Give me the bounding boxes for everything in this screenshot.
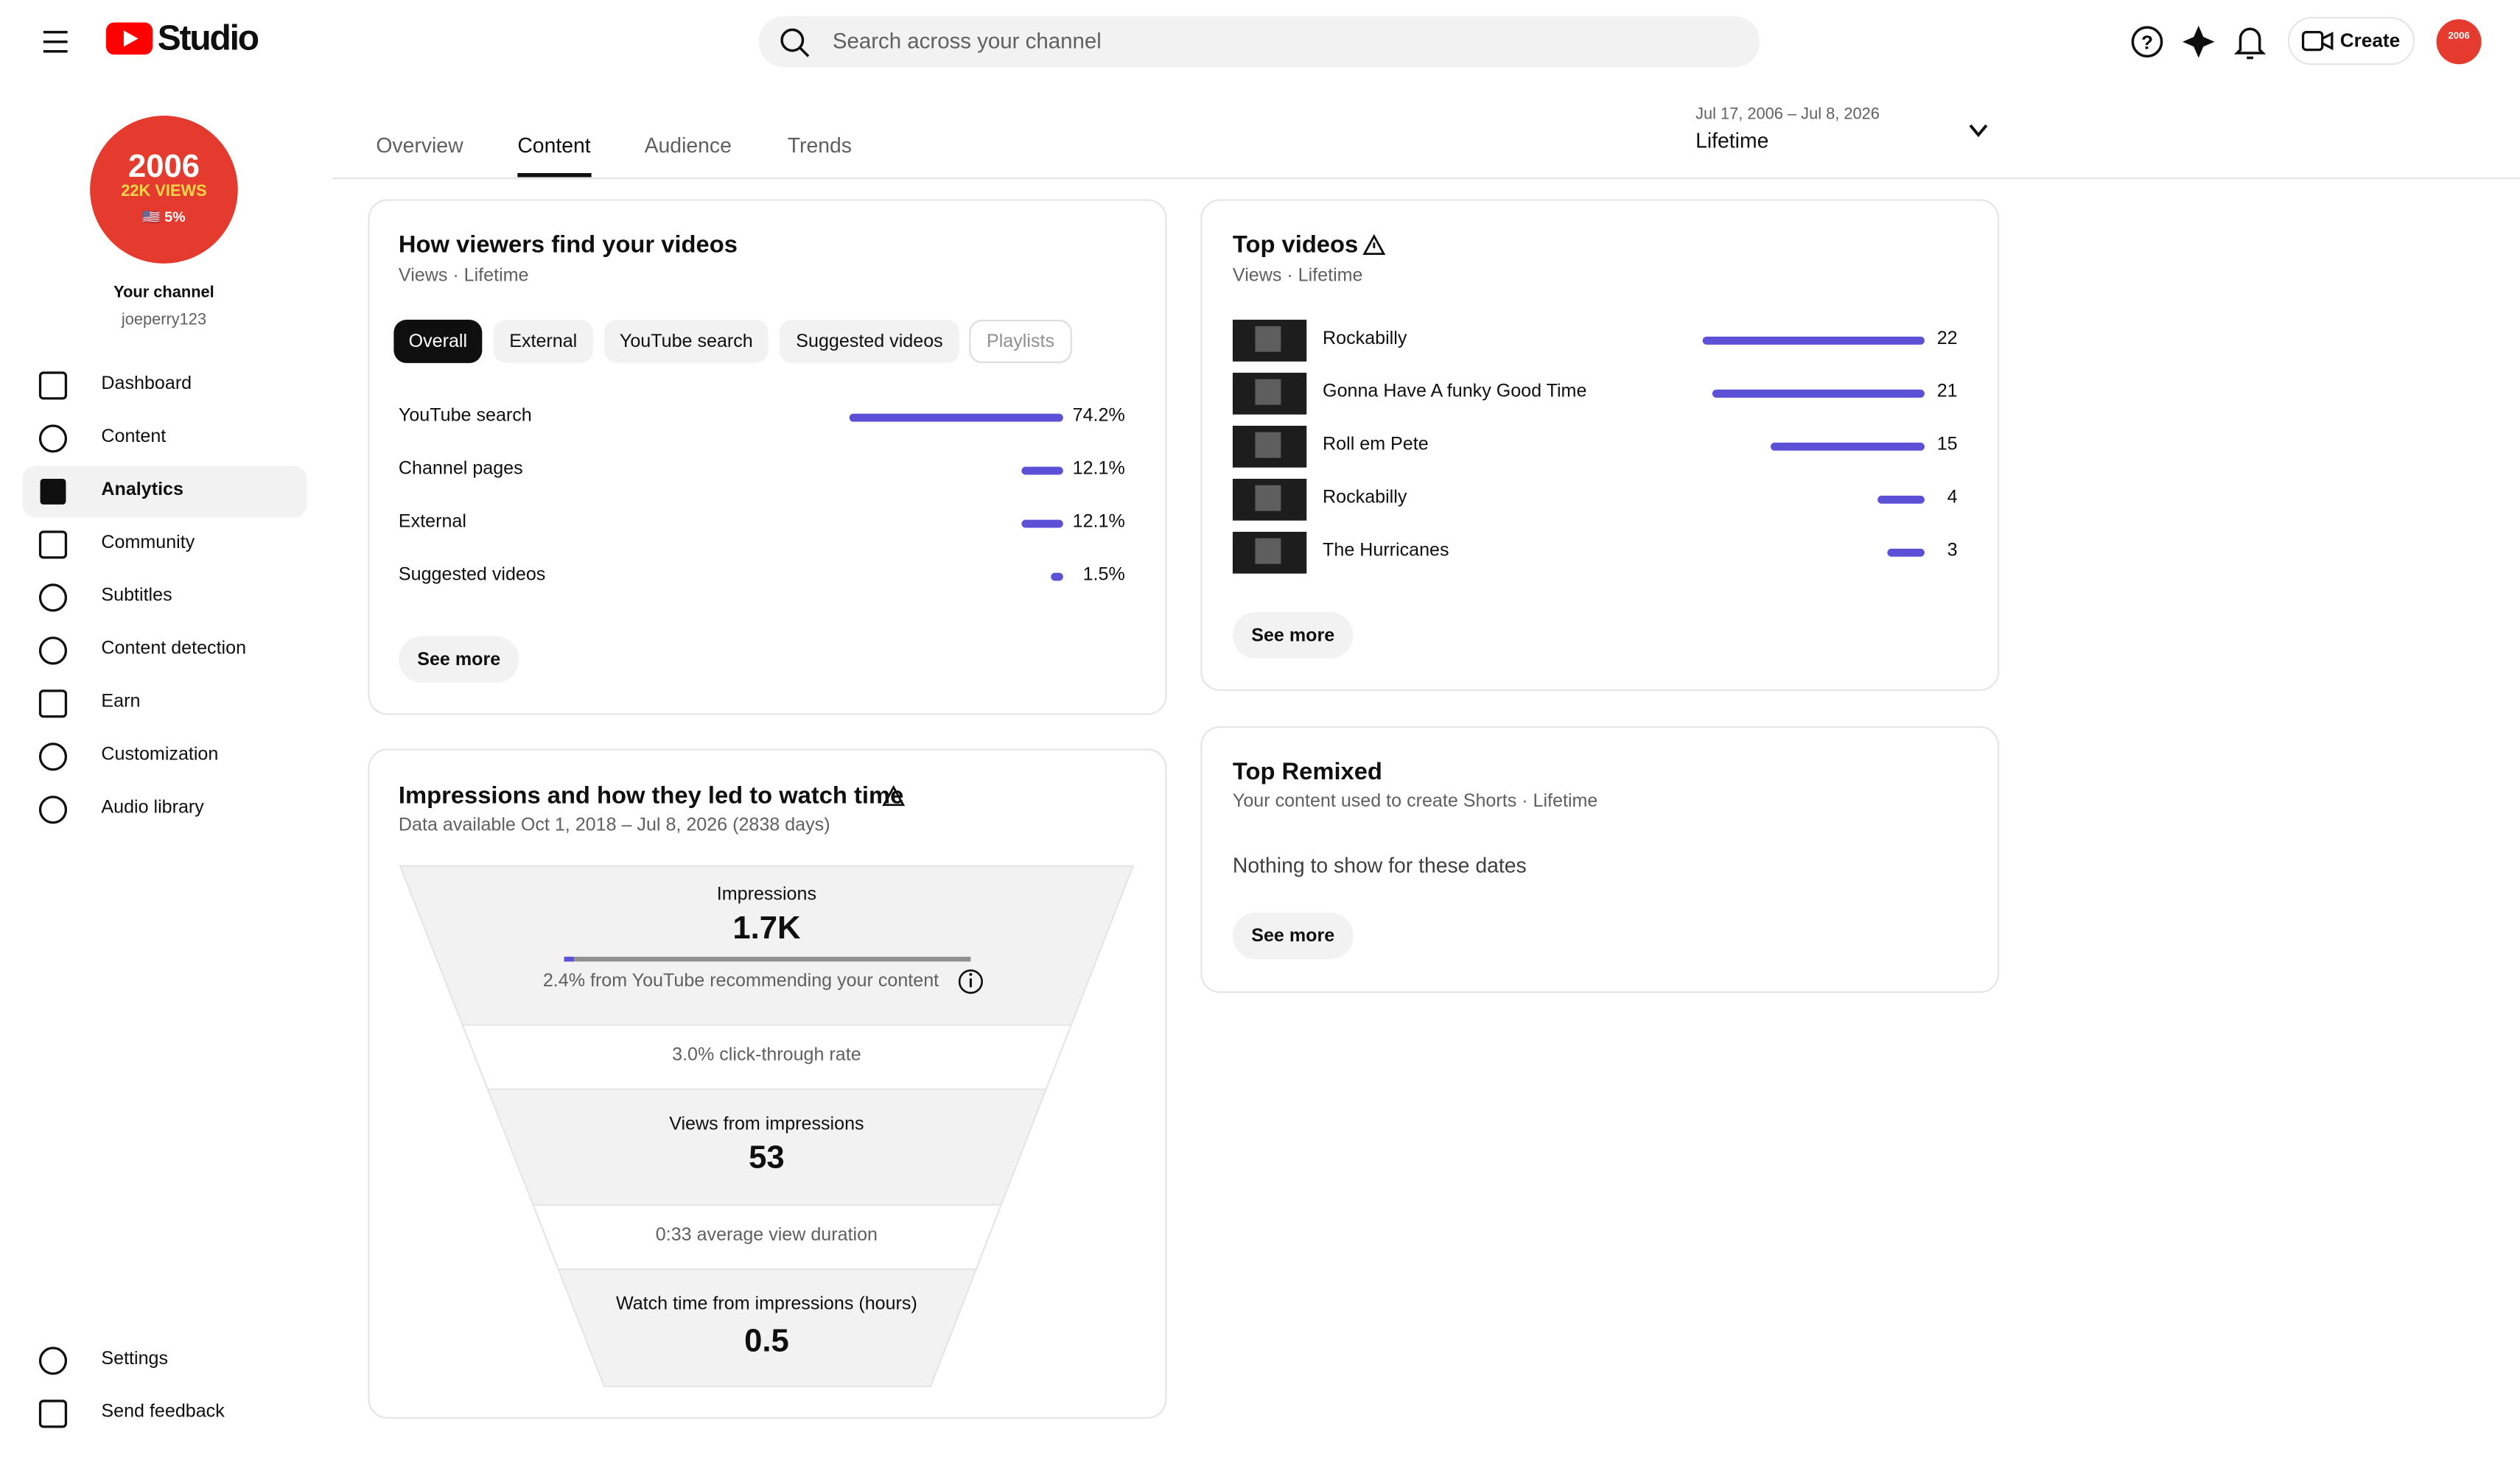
video-title[interactable]: The Hurricanes: [1323, 541, 1449, 561]
source-label: External: [398, 512, 466, 532]
card-subtitle: Data available Oct 1, 2018 – Jul 8, 2026…: [398, 816, 830, 836]
video-title[interactable]: Roll em Pete: [1323, 435, 1429, 455]
filter-chip[interactable]: Playlists: [969, 320, 1072, 363]
traffic-card: [368, 199, 1167, 715]
source-value: 12.1%: [1072, 459, 1125, 479]
video-views: 15: [1936, 435, 1958, 455]
thumbnail-detail: [1255, 326, 1281, 352]
nav-icon: [40, 478, 66, 505]
card-title: Top videos: [1232, 231, 1359, 259]
nav-item[interactable]: Customization: [101, 745, 219, 765]
nav-item[interactable]: Content: [101, 427, 167, 447]
nav-icon: [38, 530, 68, 559]
nav-icon: [38, 1347, 68, 1375]
video-title[interactable]: Rockabilly: [1323, 329, 1407, 349]
channel-title: Your channel: [113, 284, 214, 303]
nav-icon: [38, 636, 68, 665]
nav-item[interactable]: Earn: [101, 692, 141, 712]
avatar-line: 🇺🇸 5%: [142, 208, 186, 225]
nav-item[interactable]: Settings: [101, 1349, 169, 1369]
funnel-note: 2.4% from YouTube recommending your cont…: [542, 972, 939, 991]
nav-item[interactable]: Dashboard: [101, 374, 192, 394]
funnel: [399, 865, 1135, 1388]
filter-chip[interactable]: External: [493, 320, 593, 363]
funnel-value: 1.7K: [732, 910, 801, 947]
source-label: YouTube search: [398, 406, 532, 426]
see-more[interactable]: See more: [1232, 912, 1354, 960]
see-more[interactable]: See more: [398, 636, 519, 683]
funnel-step: 0:33 average view duration: [655, 1226, 878, 1246]
nav-item[interactable]: Send feedback: [101, 1402, 225, 1422]
warning-icon: [882, 784, 906, 807]
empty-message: Nothing to show for these dates: [1232, 853, 1527, 877]
thumbnail-detail: [1255, 485, 1281, 511]
card-subtitle: Views · Lifetime: [1232, 267, 1363, 287]
nav-item[interactable]: Subtitles: [101, 586, 172, 606]
tab[interactable]: Audience: [644, 133, 732, 158]
nav-icon: [38, 424, 68, 453]
filter-chip[interactable]: Suggested videos: [779, 320, 960, 363]
card-title: Top Remixed: [1232, 758, 1382, 786]
card-subtitle: Views · Lifetime: [398, 267, 529, 287]
card-title: Impressions and how they led to watch ti…: [398, 782, 904, 810]
account-avatar[interactable]: 2006: [2448, 32, 2470, 42]
source-label: Channel pages: [398, 459, 523, 479]
tab[interactable]: Overview: [376, 133, 463, 158]
logo: Studio: [157, 17, 259, 58]
nav-item[interactable]: Analytics: [101, 480, 183, 500]
date-range: Jul 17, 2006 – Jul 8, 2026: [1695, 105, 1880, 124]
nav-icon: [38, 742, 68, 771]
funnel-value: 53: [749, 1140, 785, 1176]
nav-icons: [38, 371, 68, 1428]
funnel-step: 3.0% click-through rate: [672, 1045, 861, 1066]
traffic-bars: [849, 413, 1063, 581]
channel-handle: joeperry123: [121, 312, 207, 330]
create-button[interactable]: Create: [2339, 29, 2401, 52]
video-views: 3: [1947, 541, 1958, 561]
video-views: 22: [1936, 329, 1958, 349]
recommend-bar: [564, 956, 574, 962]
source-label: Suggested videos: [398, 565, 546, 585]
funnel-label: Impressions: [716, 885, 817, 905]
funnel-label: Views from impressions: [669, 1114, 864, 1134]
source-value: 1.5%: [1082, 565, 1125, 585]
funnel-value: 0.5: [744, 1324, 789, 1360]
nav-icon: [38, 689, 68, 718]
video-views: 4: [1947, 488, 1958, 508]
warning-icon: [1362, 234, 1386, 256]
nav-item[interactable]: Content detection: [101, 639, 247, 659]
date-label[interactable]: Lifetime: [1695, 128, 1769, 153]
nav-icon: [38, 371, 68, 400]
video-views: 21: [1936, 382, 1958, 402]
svg-text:?: ?: [2141, 32, 2153, 54]
card-subtitle: Your content used to create Shorts · Lif…: [1232, 792, 1598, 812]
nav-item[interactable]: Audio library: [101, 798, 204, 818]
card-title: How viewers find your videos: [398, 231, 738, 259]
funnel-label: Watch time from impressions (hours): [615, 1294, 917, 1315]
avatar-line: 2006: [127, 149, 200, 185]
tab[interactable]: Content: [517, 133, 591, 158]
video-bars: [1232, 320, 1925, 574]
nav-icon: [38, 796, 68, 824]
video-title[interactable]: Gonna Have A funky Good Time: [1323, 382, 1587, 402]
thumbnail-detail: [1255, 538, 1281, 564]
source-value: 12.1%: [1072, 512, 1125, 532]
filter-chip[interactable]: YouTube search: [604, 320, 769, 363]
nav-icon: [38, 1400, 68, 1428]
see-more[interactable]: See more: [1232, 612, 1354, 659]
source-value: 74.2%: [1072, 406, 1125, 426]
search-input[interactable]: Search across your channel: [832, 29, 1102, 53]
filter-chip[interactable]: Overall: [393, 320, 483, 363]
video-title[interactable]: Rockabilly: [1323, 488, 1407, 508]
avatar-line: 22K VIEWS: [121, 183, 207, 201]
thumbnail-detail: [1255, 379, 1281, 405]
thumbnail-detail: [1255, 432, 1281, 458]
tab[interactable]: Trends: [787, 133, 852, 158]
nav-icon: [38, 583, 68, 612]
nav-item[interactable]: Community: [101, 533, 195, 553]
